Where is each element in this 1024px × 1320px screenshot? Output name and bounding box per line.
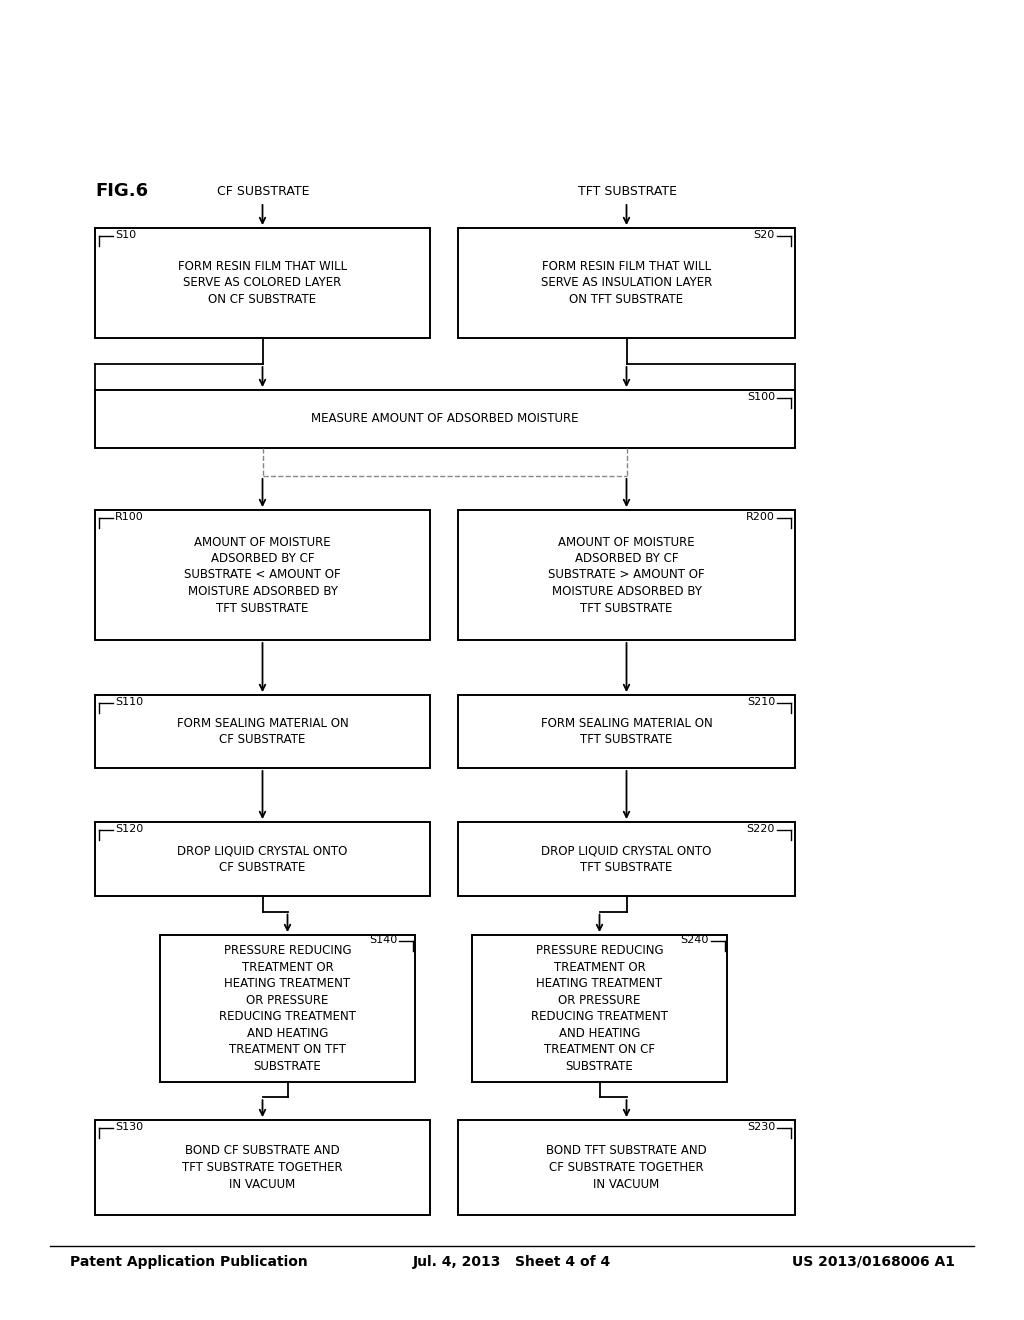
Text: S20: S20 bbox=[754, 230, 775, 240]
Text: DROP LIQUID CRYSTAL ONTO
CF SUBSTRATE: DROP LIQUID CRYSTAL ONTO CF SUBSTRATE bbox=[177, 845, 348, 874]
Bar bbox=[95, 389, 795, 447]
Text: FORM SEALING MATERIAL ON
TFT SUBSTRATE: FORM SEALING MATERIAL ON TFT SUBSTRATE bbox=[541, 717, 713, 746]
Bar bbox=[458, 1119, 795, 1214]
Text: FORM SEALING MATERIAL ON
CF SUBSTRATE: FORM SEALING MATERIAL ON CF SUBSTRATE bbox=[176, 717, 348, 746]
Text: FORM RESIN FILM THAT WILL
SERVE AS COLORED LAYER
ON CF SUBSTRATE: FORM RESIN FILM THAT WILL SERVE AS COLOR… bbox=[178, 260, 347, 306]
Text: R200: R200 bbox=[746, 512, 775, 521]
Text: PRESSURE REDUCING
TREATMENT OR
HEATING TREATMENT
OR PRESSURE
REDUCING TREATMENT
: PRESSURE REDUCING TREATMENT OR HEATING T… bbox=[219, 944, 356, 1073]
Bar bbox=[95, 696, 430, 768]
Text: S210: S210 bbox=[746, 697, 775, 708]
Text: S100: S100 bbox=[746, 392, 775, 403]
Text: BOND CF SUBSTRATE AND
TFT SUBSTRATE TOGETHER
IN VACUUM: BOND CF SUBSTRATE AND TFT SUBSTRATE TOGE… bbox=[182, 1144, 343, 1191]
Text: US 2013/0168006 A1: US 2013/0168006 A1 bbox=[792, 1255, 955, 1269]
Text: S120: S120 bbox=[115, 824, 143, 834]
Text: Jul. 4, 2013   Sheet 4 of 4: Jul. 4, 2013 Sheet 4 of 4 bbox=[413, 1255, 611, 1269]
Bar bbox=[95, 510, 430, 640]
Text: TFT SUBSTRATE: TFT SUBSTRATE bbox=[578, 185, 677, 198]
Text: MEASURE AMOUNT OF ADSORBED MOISTURE: MEASURE AMOUNT OF ADSORBED MOISTURE bbox=[311, 412, 579, 425]
Bar bbox=[458, 510, 795, 640]
Text: CF SUBSTRATE: CF SUBSTRATE bbox=[217, 185, 309, 198]
Text: Patent Application Publication: Patent Application Publication bbox=[70, 1255, 308, 1269]
Text: DROP LIQUID CRYSTAL ONTO
TFT SUBSTRATE: DROP LIQUID CRYSTAL ONTO TFT SUBSTRATE bbox=[542, 845, 712, 874]
Bar bbox=[95, 228, 430, 338]
Text: PRESSURE REDUCING
TREATMENT OR
HEATING TREATMENT
OR PRESSURE
REDUCING TREATMENT
: PRESSURE REDUCING TREATMENT OR HEATING T… bbox=[531, 944, 668, 1073]
Text: S240: S240 bbox=[681, 935, 709, 945]
Text: AMOUNT OF MOISTURE
ADSORBED BY CF
SUBSTRATE < AMOUNT OF
MOISTURE ADSORBED BY
TFT: AMOUNT OF MOISTURE ADSORBED BY CF SUBSTR… bbox=[184, 536, 341, 615]
Bar bbox=[458, 822, 795, 896]
Text: BOND TFT SUBSTRATE AND
CF SUBSTRATE TOGETHER
IN VACUUM: BOND TFT SUBSTRATE AND CF SUBSTRATE TOGE… bbox=[546, 1144, 707, 1191]
Text: R100: R100 bbox=[115, 512, 143, 521]
Bar bbox=[95, 822, 430, 896]
Text: S10: S10 bbox=[115, 230, 136, 240]
Bar bbox=[472, 935, 727, 1082]
Bar bbox=[95, 1119, 430, 1214]
Bar bbox=[458, 228, 795, 338]
Text: AMOUNT OF MOISTURE
ADSORBED BY CF
SUBSTRATE > AMOUNT OF
MOISTURE ADSORBED BY
TFT: AMOUNT OF MOISTURE ADSORBED BY CF SUBSTR… bbox=[548, 536, 705, 615]
Text: S220: S220 bbox=[746, 824, 775, 834]
Bar bbox=[458, 696, 795, 768]
Text: S230: S230 bbox=[746, 1122, 775, 1133]
Text: FORM RESIN FILM THAT WILL
SERVE AS INSULATION LAYER
ON TFT SUBSTRATE: FORM RESIN FILM THAT WILL SERVE AS INSUL… bbox=[541, 260, 712, 306]
Text: FIG.6: FIG.6 bbox=[95, 182, 148, 201]
Text: S110: S110 bbox=[115, 697, 143, 708]
Bar bbox=[160, 935, 415, 1082]
Text: S140: S140 bbox=[369, 935, 397, 945]
Text: S130: S130 bbox=[115, 1122, 143, 1133]
